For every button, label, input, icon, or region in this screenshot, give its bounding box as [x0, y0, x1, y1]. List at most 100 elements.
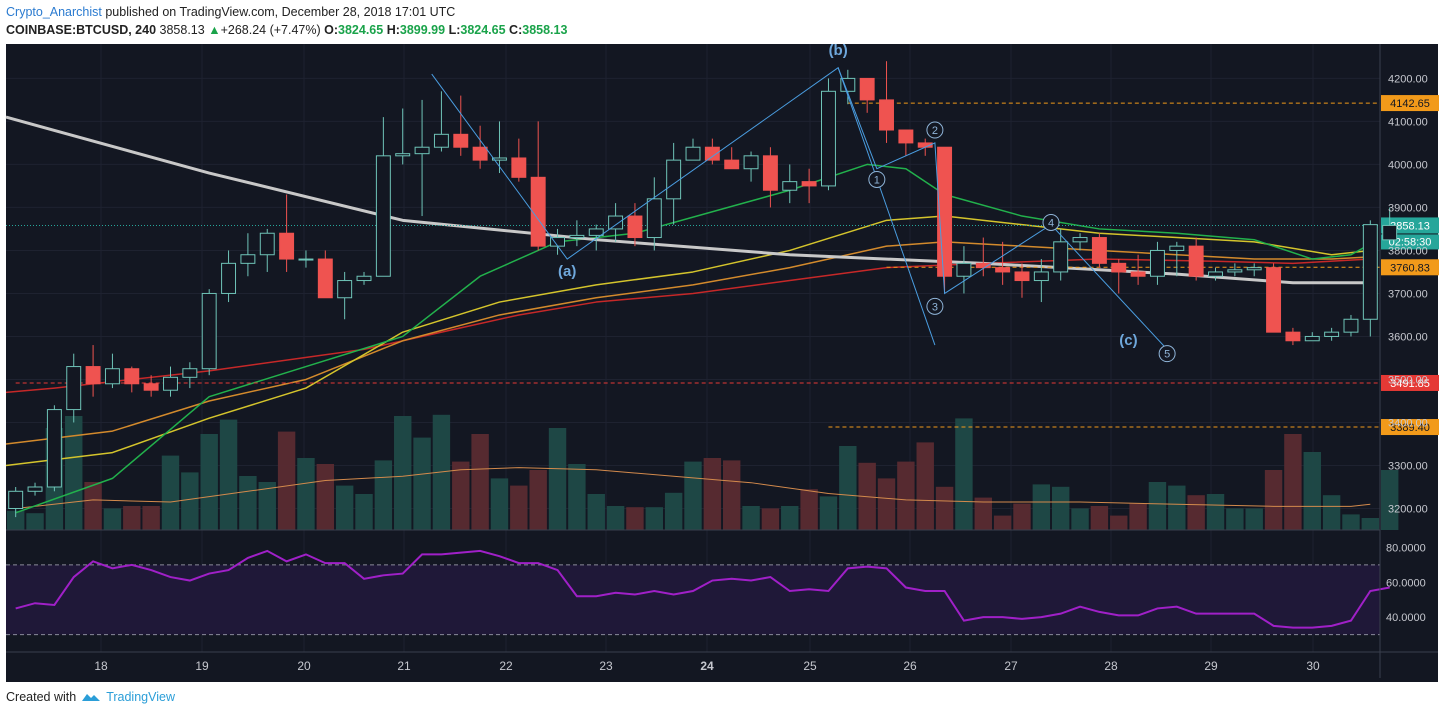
candle — [1304, 332, 1320, 342]
candle — [1285, 327, 1301, 346]
volume-bar — [510, 485, 528, 530]
wave-circle — [1042, 213, 1060, 231]
candle-body — [27, 486, 43, 492]
published-text: published on TradingView.com, December 2… — [105, 5, 456, 19]
candle — [530, 121, 546, 251]
candle — [743, 151, 759, 182]
volume-bar — [916, 442, 934, 530]
candle — [820, 78, 836, 191]
price-tick-label: 3400.00 — [1388, 417, 1428, 429]
price-level-tag — [1381, 259, 1439, 276]
author-link[interactable]: Crypto_Anarchist — [6, 5, 102, 19]
candle-body — [163, 376, 178, 391]
candle — [46, 405, 62, 492]
price-tick-label: 4100.00 — [1388, 116, 1428, 128]
candle-body — [453, 133, 469, 148]
candle-body — [375, 155, 391, 277]
up-arrow-icon: ▲ — [208, 23, 221, 37]
tradingview-link[interactable]: TradingView — [106, 690, 175, 704]
rsi-tick-label: 60.0000 — [1386, 577, 1426, 589]
volume-bar — [1342, 514, 1360, 530]
volume-bar — [955, 418, 973, 530]
candle-body — [1227, 269, 1243, 273]
volume-bar — [394, 416, 412, 530]
wave-circle-label: 4 — [1048, 217, 1054, 229]
candle — [163, 366, 178, 397]
time-tick-label: 25 — [803, 659, 817, 673]
candle — [182, 362, 198, 389]
price-chart[interactable]: 4142.65 3760.83 3491.85 3389.40 3858.13 02:58… — [0, 40, 1444, 682]
ma-slow-line — [5, 115, 1371, 285]
wave-label: (b) — [829, 42, 848, 59]
close-value: 3858.13 — [522, 23, 568, 37]
wave-circle-label: 1 — [874, 174, 880, 186]
candle-body — [1169, 245, 1185, 251]
volume-bar — [277, 431, 296, 530]
candle-body — [1033, 271, 1049, 282]
candle — [395, 108, 411, 165]
candle-body — [1091, 237, 1107, 264]
volume-bar — [1380, 470, 1399, 530]
candle — [569, 220, 585, 247]
price-tick-label: 3900.00 — [1388, 202, 1428, 214]
volume-bar — [1187, 495, 1205, 530]
volume-bar — [684, 461, 702, 530]
volume-bar — [742, 506, 760, 530]
candle-body — [820, 90, 836, 187]
volume-bar — [1013, 503, 1031, 530]
candle-body — [1130, 271, 1146, 277]
price-level-tag — [1381, 419, 1439, 436]
candle — [1382, 207, 1398, 241]
candle-body — [259, 232, 275, 256]
candle — [956, 246, 972, 294]
volume-bar — [626, 507, 644, 530]
volume-bar — [722, 460, 741, 530]
volume-bar — [1110, 515, 1128, 530]
volume-ma-line — [15, 467, 1371, 509]
volume-bar — [1284, 434, 1302, 530]
wave-path — [837, 67, 1168, 350]
candle-body — [1053, 241, 1069, 273]
volume-bar — [664, 492, 683, 530]
candle-body — [879, 99, 894, 131]
time-tick-label: 30 — [1306, 659, 1320, 673]
candle-body — [124, 368, 140, 385]
volume-bar — [374, 460, 393, 530]
candle-body — [1188, 245, 1204, 277]
candle-body — [46, 409, 62, 488]
candle — [1169, 241, 1185, 277]
candle-body — [1343, 318, 1359, 333]
rsi-pane — [6, 529, 1390, 636]
candle — [1111, 259, 1127, 294]
volume-bar — [993, 515, 1012, 530]
candle-body — [975, 262, 991, 269]
volume-bar — [103, 508, 122, 530]
candle — [762, 147, 778, 208]
time-tick-label: 29 — [1204, 659, 1218, 673]
publish-line: Crypto_Anarchist published on TradingVie… — [6, 5, 455, 19]
candle-body — [8, 490, 24, 509]
candle — [221, 250, 237, 303]
elliott-wave-annotations: (a) (b) (c) 1 2 3 4 5 — [431, 42, 1176, 363]
candle — [66, 353, 82, 423]
volume-bar — [606, 506, 625, 530]
candle — [724, 147, 740, 170]
candle-body — [279, 232, 295, 260]
candle — [840, 69, 856, 105]
candle — [492, 121, 507, 174]
candle — [259, 228, 275, 272]
wave-label: (c) — [1119, 332, 1137, 349]
candle — [782, 164, 798, 204]
price-level-label: 3491.85 — [1390, 378, 1430, 390]
time-tick-label: 18 — [94, 659, 108, 673]
symbol-label[interactable]: COINBASE:BTCUSD, 240 — [6, 23, 157, 37]
time-tick-label: 22 — [499, 659, 513, 673]
candle — [1130, 254, 1146, 285]
candle — [1362, 220, 1378, 337]
volume-bar — [1148, 482, 1167, 530]
volume-bar — [529, 470, 547, 530]
wave-circle-label: 5 — [1164, 349, 1170, 361]
candle — [859, 77, 875, 113]
candle-body — [1014, 271, 1030, 282]
wave-circle — [926, 121, 944, 139]
